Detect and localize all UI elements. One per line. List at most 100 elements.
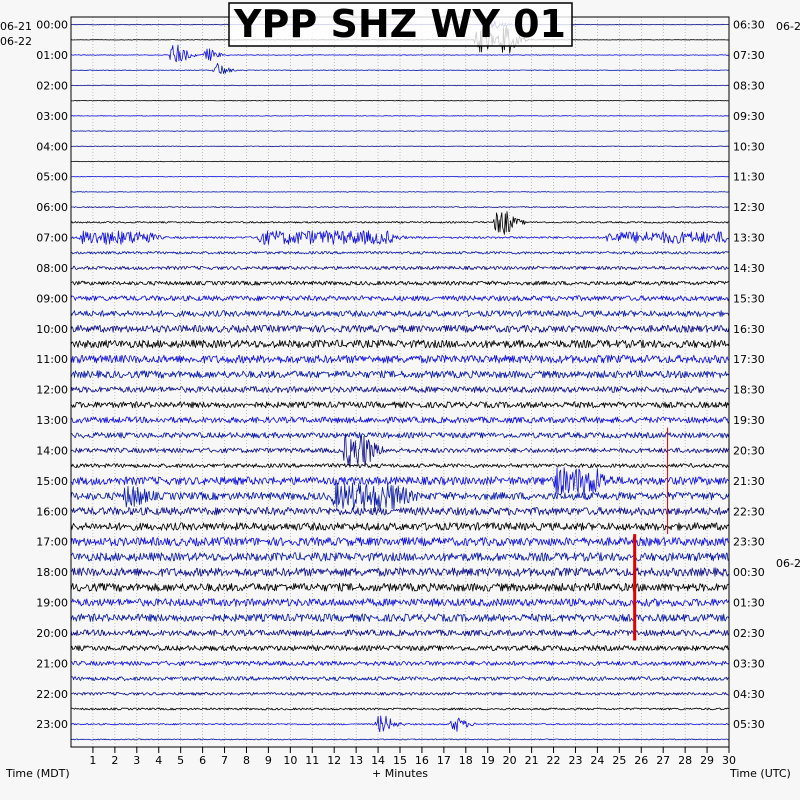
right-axis-label: Time (UTC) (729, 767, 791, 780)
left-hour-label: 03:00 (36, 110, 68, 123)
right-hour-label: 17:30 (733, 353, 765, 366)
left-hour-label: 07:00 (36, 232, 68, 245)
x-tick-label: 16 (415, 754, 429, 767)
x-tick-label: 15 (393, 754, 407, 767)
trace-line (70, 416, 730, 424)
trace-line (70, 433, 730, 468)
left-hour-labels: 00:00 01:00 02:00 03:00 04:00 05:00 06:00 07:00… (36, 19, 68, 732)
x-tick-label: 26 (634, 754, 648, 767)
trace-line (70, 324, 730, 333)
right-hour-label: 04:30 (733, 688, 765, 701)
left-hour-label: 09:00 (36, 292, 68, 305)
right-hour-label: 02:30 (733, 627, 765, 640)
right-hour-label: 03:30 (733, 657, 765, 670)
trace-line (70, 707, 730, 711)
left-hour-label: 12:00 (36, 384, 68, 397)
x-tick-label: 10 (283, 754, 297, 767)
right-hour-label: 09:30 (733, 110, 765, 123)
trace-line (70, 211, 730, 235)
x-tick-label: 2 (111, 754, 118, 767)
x-tick-label: 24 (590, 754, 604, 767)
left-date-label-bottom: 06-22 (0, 35, 32, 48)
right-date-label-mid: 06-2 (776, 557, 800, 570)
right-hour-label: 19:30 (733, 414, 765, 427)
trace-line (70, 295, 730, 302)
right-hour-label: 20:30 (733, 444, 765, 457)
right-date-label-top: 06-2 (776, 20, 800, 33)
trace-line (70, 280, 730, 286)
right-hour-label: 05:30 (733, 718, 765, 731)
trace-line (70, 507, 730, 516)
right-hour-label: 22:30 (733, 505, 765, 518)
trace-line (70, 386, 730, 393)
minute-gridlines (92, 17, 708, 747)
trace-line (70, 265, 730, 270)
left-hour-label: 22:00 (36, 688, 68, 701)
trace-line (70, 552, 730, 562)
trace-line (70, 567, 730, 577)
trace-line (70, 176, 730, 178)
right-hour-label: 16:30 (733, 323, 765, 336)
x-tick-label: 5 (177, 754, 184, 767)
x-tick-label: 22 (547, 754, 561, 767)
trace-line (70, 44, 730, 63)
trace-line (70, 160, 730, 163)
trace-line (70, 660, 730, 666)
x-tick-label: 30 (722, 754, 736, 767)
x-tick-label: 18 (459, 754, 473, 767)
right-hour-label: 13:30 (733, 232, 765, 245)
left-hour-label: 16:00 (36, 505, 68, 518)
trace-line (70, 310, 730, 317)
left-axis-label: Time (MDT) (5, 767, 70, 780)
left-hour-label: 17:00 (36, 536, 68, 549)
right-hour-label: 15:30 (733, 292, 765, 305)
left-hour-label: 20:00 (36, 627, 68, 640)
right-hour-label: 23:30 (733, 536, 765, 549)
left-hour-label: 10:00 (36, 323, 68, 336)
left-hour-label: 18:00 (36, 566, 68, 579)
right-hour-labels: 06:30 07:30 08:30 09:30 10:30 11:30 12:30 13:30… (733, 19, 765, 732)
trace-line (70, 676, 730, 681)
x-tick-label: 27 (656, 754, 670, 767)
trace-line (70, 354, 730, 364)
left-hour-label: 11:00 (36, 353, 68, 366)
x-tick-label: 28 (678, 754, 692, 767)
trace-line (70, 738, 730, 741)
trace-line (70, 251, 730, 255)
trace-line (70, 598, 730, 607)
x-tick-label: 29 (700, 754, 714, 767)
x-tick-label: 3 (133, 754, 140, 767)
right-hour-label: 10:30 (733, 140, 765, 153)
x-tick-label: 20 (503, 754, 517, 767)
x-tick-label: 21 (525, 754, 539, 767)
x-tick-label: 6 (199, 754, 206, 767)
left-hour-label: 06:00 (36, 201, 68, 214)
trace-line (70, 191, 729, 193)
right-hour-label: 12:30 (733, 201, 765, 214)
x-tick-label: 17 (437, 754, 451, 767)
right-hour-label: 08:30 (733, 79, 765, 92)
right-hour-label: 21:30 (733, 475, 765, 488)
chart-title: YPP SHZ WY 01 (233, 2, 566, 46)
trace-line (70, 692, 730, 696)
trace-line (70, 467, 730, 495)
x-tick-label: 11 (305, 754, 319, 767)
trace-line (70, 206, 730, 208)
left-hour-label: 08:00 (36, 262, 68, 275)
trace-line (70, 463, 730, 468)
trace-line (70, 645, 730, 652)
trace-line (70, 537, 730, 547)
x-tick-label: 14 (371, 754, 385, 767)
x-axis-label: + Minutes (372, 767, 428, 780)
plot-frame (70, 16, 730, 748)
right-hour-label: 18:30 (733, 384, 765, 397)
left-hour-label: 04:00 (36, 140, 68, 153)
left-hour-label: 19:00 (36, 597, 68, 610)
x-tick-label: 8 (243, 754, 250, 767)
trace-line (70, 522, 730, 531)
trace-line (70, 84, 730, 87)
trace-line (70, 145, 730, 147)
trace-line (70, 715, 730, 733)
trace-line (70, 63, 730, 75)
